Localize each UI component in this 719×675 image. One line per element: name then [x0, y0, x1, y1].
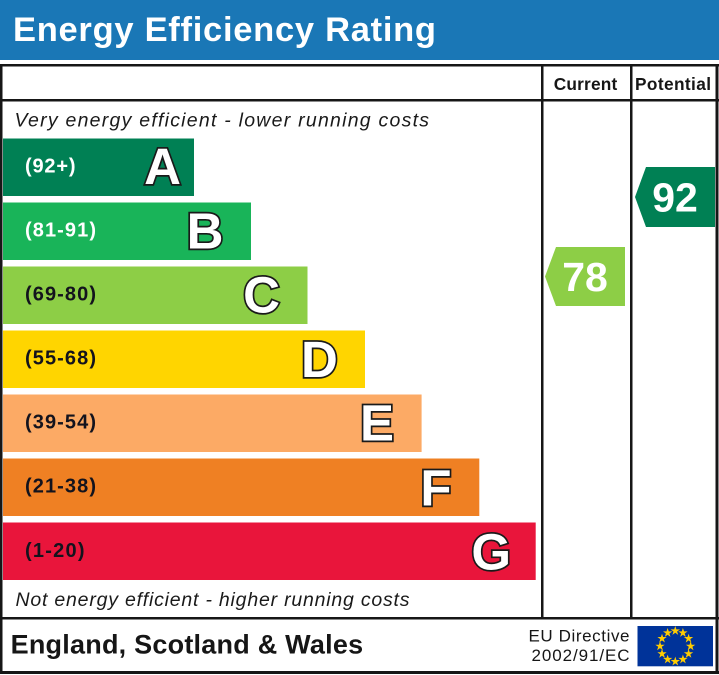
svg-text:C: C [243, 266, 280, 323]
svg-text:(39-54): (39-54) [25, 412, 96, 434]
svg-text:F: F [420, 459, 451, 516]
svg-text:(81-91): (81-91) [25, 220, 96, 242]
svg-text:Current: Current [554, 74, 618, 94]
svg-text:E: E [360, 395, 394, 452]
svg-text:Energy Efficiency Rating: Energy Efficiency Rating [13, 11, 436, 49]
svg-text:(92+): (92+) [25, 156, 76, 178]
svg-text:(55-68): (55-68) [25, 348, 96, 370]
svg-text:EU Directive: EU Directive [529, 626, 630, 645]
svg-text:78: 78 [562, 254, 608, 300]
svg-text:B: B [187, 202, 224, 259]
svg-text:(69-80): (69-80) [25, 284, 96, 306]
svg-text:Very energy efficient - lower: Very energy efficient - lower running co… [15, 109, 430, 131]
svg-text:(21-38): (21-38) [25, 476, 96, 498]
svg-text:Potential: Potential [635, 74, 711, 94]
svg-text:(1-20): (1-20) [25, 540, 85, 562]
svg-text:G: G [471, 523, 511, 580]
svg-text:2002/91/EC: 2002/91/EC [532, 646, 630, 665]
svg-text:D: D [301, 331, 338, 388]
svg-text:England, Scotland & Wales: England, Scotland & Wales [11, 630, 364, 660]
svg-text:92: 92 [652, 175, 698, 221]
svg-text:A: A [144, 138, 181, 195]
svg-text:Not energy efficient - higher: Not energy efficient - higher running co… [16, 589, 410, 611]
